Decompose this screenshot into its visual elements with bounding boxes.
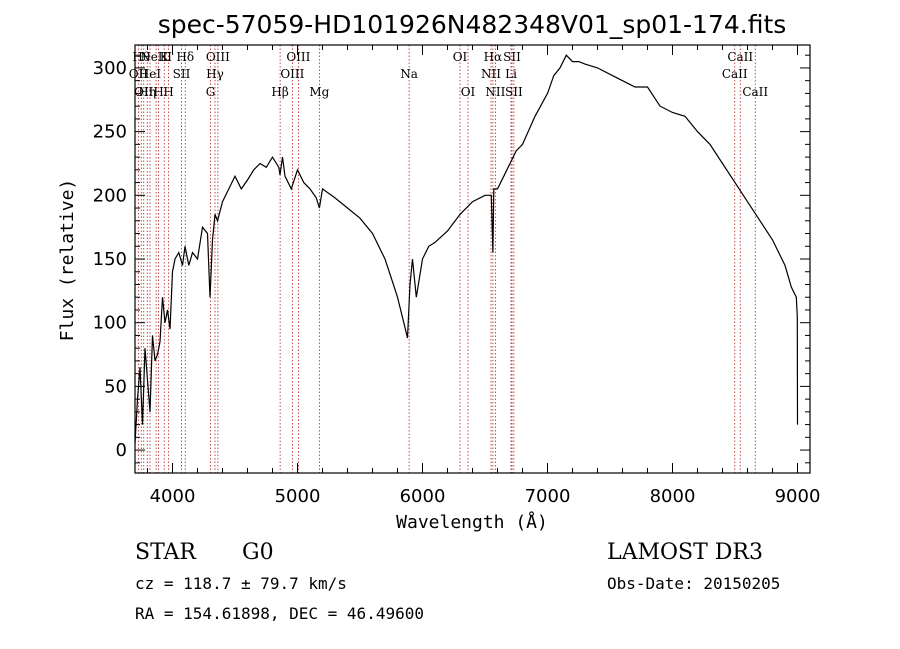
y-tick-label: 50 [104, 376, 127, 397]
coordinates: RA = 154.61898, DEC = 46.49600 [135, 604, 424, 623]
line-label: OI [453, 50, 468, 64]
line-label: G [206, 85, 216, 99]
line-label: OIII [206, 50, 230, 64]
redshift-info: cz = 118.7 ± 79.7 km/s [135, 574, 347, 593]
chart-title: spec-57059-HD101926N482348V01_sp01-174.f… [158, 10, 787, 39]
x-axis-label: Wavelength (Å) [396, 511, 548, 533]
x-tick-label: 6000 [400, 486, 446, 507]
line-label: OIII [280, 67, 304, 81]
y-tick-label: 100 [93, 313, 127, 334]
line-label: CaII [727, 50, 753, 64]
y-tick-label: 0 [116, 440, 127, 461]
x-tick-label: 7000 [525, 486, 571, 507]
line-label: Hβ [271, 85, 288, 99]
line-label: Li [505, 67, 517, 81]
x-axis-ticks: 4000 5000 6000 7000 8000 9000 [147, 45, 821, 507]
survey-name: LAMOST DR3 [607, 540, 763, 565]
spectral-line-markers [137, 45, 756, 473]
line-label: NeIII [140, 50, 172, 64]
spectral-line-labels: OIIHθOIIHηHeINeIIIHKHSIIHδGHγOIIIHβOIIIO… [129, 50, 769, 99]
line-label: K [160, 50, 170, 64]
line-label: OIII [286, 50, 310, 64]
line-label: CaII [742, 85, 768, 99]
line-label: Hθ [132, 50, 150, 64]
y-tick-label: 200 [93, 185, 127, 206]
y-axis-label: Flux (relative) [57, 179, 78, 342]
line-label: Na [400, 67, 418, 81]
object-subclass: G0 [242, 540, 274, 565]
x-tick-label: 5000 [275, 486, 321, 507]
line-label: H [153, 85, 163, 99]
y-tick-label: 250 [93, 122, 127, 143]
x-tick-label: 8000 [650, 486, 696, 507]
line-label: HeI [139, 67, 162, 81]
line-label: Hα [484, 50, 503, 64]
plot-frame [134, 44, 811, 474]
line-label: NII [485, 85, 505, 99]
y-tick-label: 150 [93, 249, 127, 270]
line-label: NII [481, 67, 501, 81]
line-label: SII [503, 50, 521, 64]
y-tick-label: 300 [93, 58, 127, 79]
line-label: SII [505, 85, 523, 99]
spectrum-line [134, 54, 799, 444]
line-label: OI [461, 85, 476, 99]
line-label: Hδ [176, 50, 194, 64]
line-label: Hγ [206, 67, 224, 81]
y-axis-ticks: 0 50 100 150 200 250 300 [93, 54, 810, 464]
line-label: OII [134, 85, 154, 99]
line-label: SII [173, 67, 191, 81]
observation-date: Obs-Date: 20150205 [607, 574, 780, 593]
line-label: H [163, 85, 173, 99]
line-label: OII [129, 67, 149, 81]
x-tick-label: 4000 [150, 486, 196, 507]
x-tick-label: 9000 [775, 486, 821, 507]
line-label: Hη [138, 85, 156, 99]
line-label: CaII [722, 67, 748, 81]
line-label: Mg [309, 85, 329, 99]
object-class: STAR [135, 540, 197, 565]
